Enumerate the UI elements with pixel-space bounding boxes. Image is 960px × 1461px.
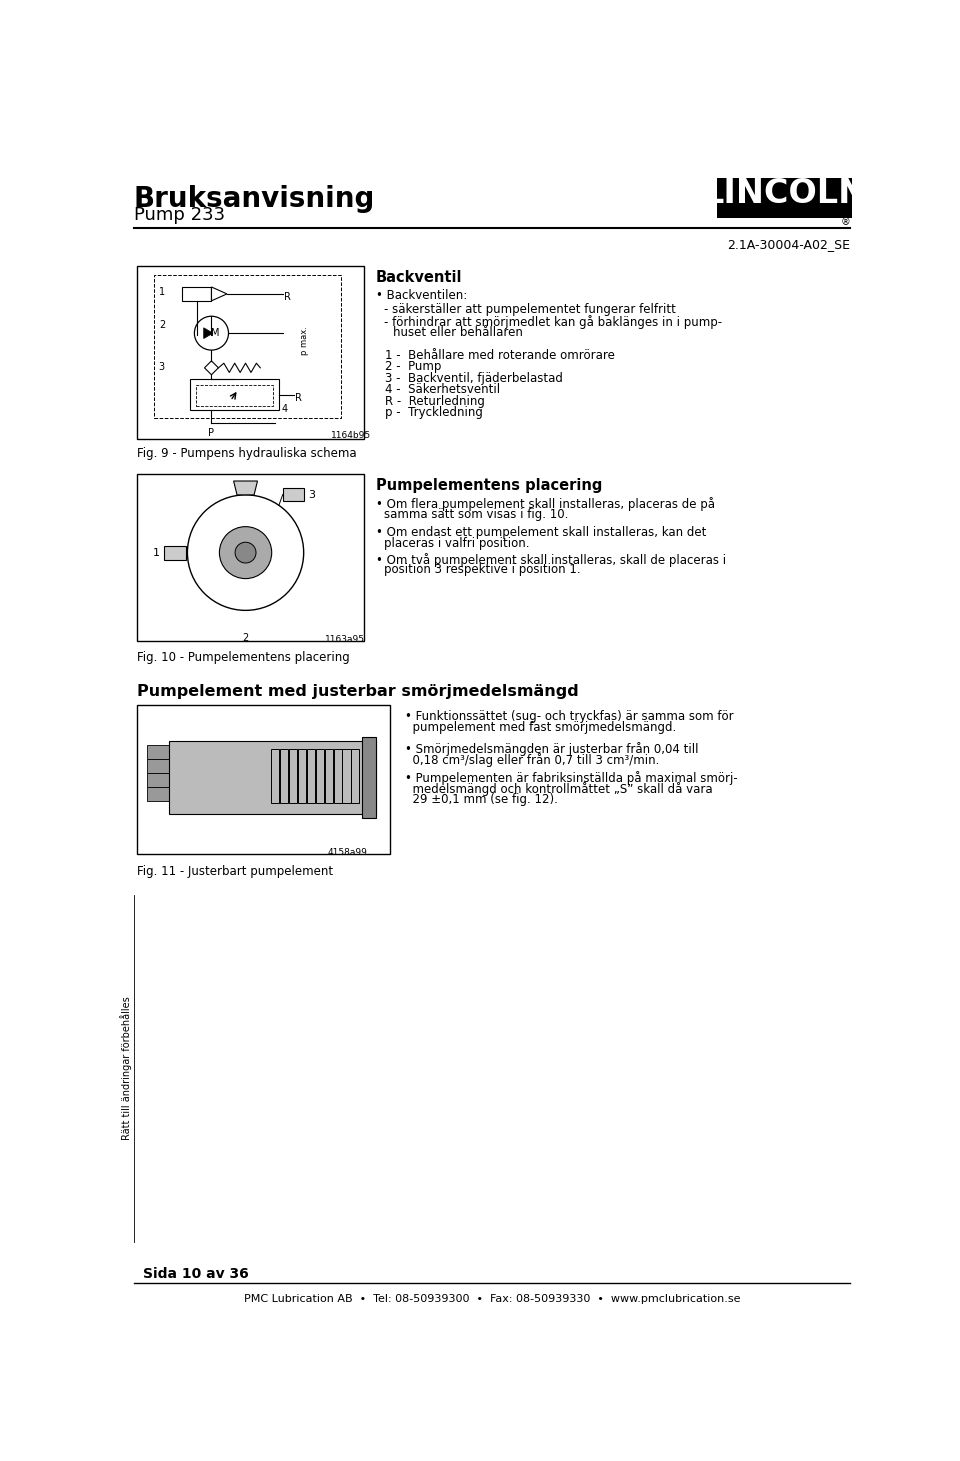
Text: medelsmängd och kontrollmåttet „S” skall då vara: medelsmängd och kontrollmåttet „S” skall… <box>405 782 713 796</box>
Text: position 3 respektive i position 1.: position 3 respektive i position 1. <box>383 564 580 577</box>
Text: 4: 4 <box>281 405 287 413</box>
Text: • Om flera pumpelement skall installeras, placeras de på: • Om flera pumpelement skall installeras… <box>375 497 715 511</box>
Text: 29 ±0,1 mm (se fig. 12).: 29 ±0,1 mm (se fig. 12). <box>405 793 558 806</box>
Text: M: M <box>211 329 220 337</box>
Text: pumpelement med fast smörjmedelsmängd.: pumpelement med fast smörjmedelsmängd. <box>405 722 677 735</box>
Bar <box>147 786 170 801</box>
Bar <box>196 384 273 406</box>
Bar <box>307 749 315 804</box>
Bar <box>147 758 170 773</box>
Text: 2: 2 <box>158 320 165 330</box>
Text: R -  Returledning: R - Returledning <box>385 394 485 408</box>
Polygon shape <box>233 481 257 495</box>
Text: Fig. 9 - Pumpens hydrauliska schema: Fig. 9 - Pumpens hydrauliska schema <box>137 447 357 460</box>
Text: 3: 3 <box>308 489 315 500</box>
Bar <box>169 741 375 814</box>
Bar <box>283 488 304 501</box>
Text: - säkerställer att pumpelementet fungerar felfritt: - säkerställer att pumpelementet fungera… <box>383 302 676 316</box>
Bar <box>343 749 350 804</box>
Bar <box>147 745 170 758</box>
Text: samma sätt som visas i fig. 10.: samma sätt som visas i fig. 10. <box>383 508 568 522</box>
Text: 1163a95: 1163a95 <box>325 636 366 644</box>
Bar <box>289 749 297 804</box>
Text: Fig. 10 - Pumpelementens placering: Fig. 10 - Pumpelementens placering <box>137 652 349 665</box>
Text: Pumpelement med justerbar smörjmedelsmängd: Pumpelement med justerbar smörjmedelsmän… <box>137 684 579 698</box>
Text: 1164b95: 1164b95 <box>331 431 371 440</box>
Circle shape <box>235 542 256 562</box>
Text: P: P <box>207 428 213 438</box>
Text: R: R <box>284 292 291 302</box>
Text: 3 -  Backventil, fjäderbelastad: 3 - Backventil, fjäderbelastad <box>385 371 563 384</box>
Text: 1: 1 <box>154 548 160 558</box>
Text: • Om två pumpelement skall installeras, skall de placeras i: • Om två pumpelement skall installeras, … <box>375 552 726 567</box>
Polygon shape <box>204 327 213 339</box>
Text: Sida 10 av 36: Sida 10 av 36 <box>143 1267 249 1281</box>
Bar <box>316 749 324 804</box>
Text: PMC Lubrication AB  •  Tel: 08-50939300  •  Fax: 08-50939330  •  www.pmclubricat: PMC Lubrication AB • Tel: 08-50939300 • … <box>244 1294 740 1305</box>
Bar <box>182 286 211 301</box>
Bar <box>298 749 306 804</box>
Text: placeras i valfri position.: placeras i valfri position. <box>383 538 529 551</box>
Bar <box>137 706 390 855</box>
Bar <box>190 380 278 411</box>
Bar <box>362 738 375 818</box>
Text: Backventil: Backventil <box>375 270 463 285</box>
Text: Pumpelementens placering: Pumpelementens placering <box>375 478 602 492</box>
Text: • Funktionssättet (sug- och tryckfas) är samma som för: • Funktionssättet (sug- och tryckfas) är… <box>405 710 733 723</box>
Text: 3: 3 <box>158 362 165 371</box>
Bar <box>137 266 364 438</box>
Text: 2: 2 <box>243 634 249 643</box>
Text: Pump 233: Pump 233 <box>134 206 225 224</box>
Text: 4158a99: 4158a99 <box>327 849 368 858</box>
Text: • Om endast ett pumpelement skall installeras, kan det: • Om endast ett pumpelement skall instal… <box>375 526 707 539</box>
Bar <box>164 546 186 560</box>
Text: 4 -  Säkerhetsventil: 4 - Säkerhetsventil <box>385 383 500 396</box>
Text: ®: ® <box>841 216 851 226</box>
Circle shape <box>220 526 272 579</box>
Text: huset eller behållaren: huset eller behållaren <box>393 326 522 339</box>
Text: • Pumpelementen är fabriksinställda på maximal smörj-: • Pumpelementen är fabriksinställda på m… <box>405 771 738 785</box>
Text: 0,18 cm³/slag eller från 0,7 till 3 cm³/min.: 0,18 cm³/slag eller från 0,7 till 3 cm³/… <box>405 752 660 767</box>
Circle shape <box>187 495 303 611</box>
Text: Rätt till ändringar förbehålles: Rätt till ändringar förbehålles <box>120 996 132 1141</box>
Text: Bruksanvisning: Bruksanvisning <box>134 184 375 212</box>
Text: LINCOLN: LINCOLN <box>703 177 867 210</box>
Bar <box>717 178 852 219</box>
Text: - förhindrar att smörjmedlet kan gå baklänges in i pump-: - förhindrar att smörjmedlet kan gå bakl… <box>383 316 722 329</box>
Text: 2.1A-30004-A02_SE: 2.1A-30004-A02_SE <box>727 238 850 251</box>
Text: • Smörjmedelsmängden är justerbar från 0,04 till: • Smörjmedelsmängden är justerbar från 0… <box>405 742 699 755</box>
Text: 2 -  Pump: 2 - Pump <box>385 359 442 373</box>
Bar <box>280 749 288 804</box>
Text: p -  Tryckledning: p - Tryckledning <box>385 406 483 419</box>
Bar <box>351 749 359 804</box>
Text: • Backventilen:: • Backventilen: <box>375 289 467 302</box>
Text: p max.: p max. <box>300 326 309 355</box>
Text: R: R <box>295 393 302 403</box>
Bar <box>324 749 333 804</box>
Text: Fig. 11 - Justerbart pumpelement: Fig. 11 - Justerbart pumpelement <box>137 865 333 878</box>
Bar <box>137 473 364 641</box>
Bar <box>271 749 279 804</box>
Text: 1: 1 <box>158 286 165 297</box>
Text: 1 -  Behållare med roterande omrörare: 1 - Behållare med roterande omrörare <box>385 349 615 361</box>
Bar <box>147 773 170 786</box>
Bar <box>333 749 342 804</box>
Bar <box>155 276 341 418</box>
